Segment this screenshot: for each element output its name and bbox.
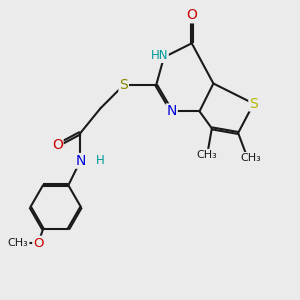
Text: CH₃: CH₃ <box>8 238 29 248</box>
Text: O: O <box>52 138 63 152</box>
Text: S: S <box>119 78 128 92</box>
Text: S: S <box>249 97 258 111</box>
Text: N: N <box>75 154 85 168</box>
Text: H: H <box>96 154 105 167</box>
Text: O: O <box>186 8 197 22</box>
Text: HN: HN <box>151 49 168 62</box>
Text: O: O <box>33 237 44 250</box>
Text: CH₃: CH₃ <box>197 150 218 160</box>
Text: CH₃: CH₃ <box>240 153 261 163</box>
Text: N: N <box>167 104 177 118</box>
